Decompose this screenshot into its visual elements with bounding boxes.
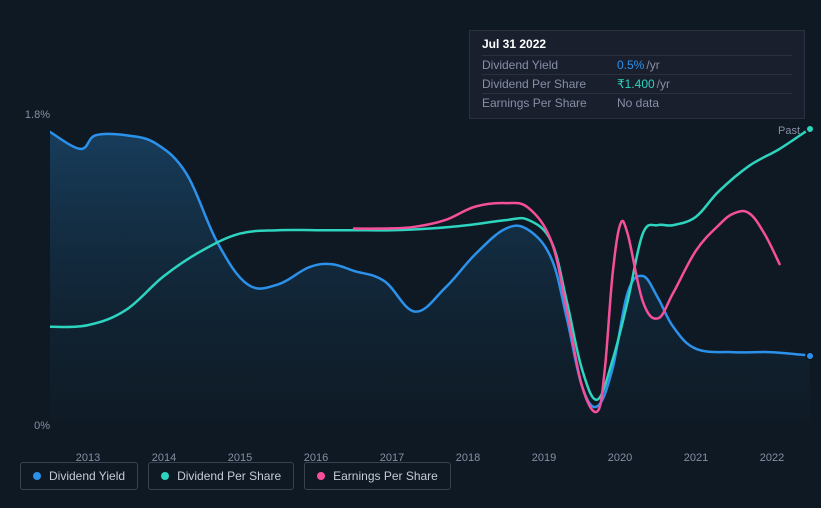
tooltip-row: Dividend Per Share₹1.400/yr — [482, 74, 792, 93]
past-label: Past — [778, 125, 800, 137]
x-axis-label: 2021 — [684, 452, 708, 464]
legend-label: Dividend Yield — [49, 469, 125, 483]
series-end-marker — [805, 351, 815, 361]
tooltip-row: Earnings Per ShareNo data — [482, 93, 792, 112]
tooltip-row-suffix: /yr — [657, 77, 670, 91]
y-axis-max: 1.8% — [25, 109, 50, 121]
legend-dividend-per-share[interactable]: Dividend Per Share — [148, 462, 294, 490]
legend-label: Earnings Per Share — [333, 469, 438, 483]
x-axis-label: 2018 — [456, 452, 480, 464]
legend-dot-icon — [317, 472, 325, 480]
tooltip-row-value: ₹1.400 — [617, 77, 655, 91]
tooltip-date: Jul 31 2022 — [482, 37, 792, 51]
tooltip-row-label: Earnings Per Share — [482, 96, 617, 110]
legend-dot-icon — [161, 472, 169, 480]
tooltip-row-suffix: /yr — [646, 58, 659, 72]
chart-container: 1.8% 0% Past 201320142015201620172018201… — [20, 100, 810, 450]
chart-legend: Dividend Yield Dividend Per Share Earnin… — [20, 462, 451, 490]
x-axis-label: 2022 — [760, 452, 784, 464]
tooltip-row-value: 0.5% — [617, 58, 644, 72]
chart-plot[interactable]: Past — [50, 115, 810, 420]
legend-label: Dividend Per Share — [177, 469, 281, 483]
tooltip-row-value: No data — [617, 96, 659, 110]
tooltip-row-label: Dividend Per Share — [482, 77, 617, 91]
tooltip-row: Dividend Yield0.5%/yr — [482, 55, 792, 74]
chart-tooltip: Jul 31 2022 Dividend Yield0.5%/yrDividen… — [469, 30, 805, 119]
series-end-marker — [805, 124, 815, 134]
y-axis-min: 0% — [34, 420, 50, 432]
legend-dividend-yield[interactable]: Dividend Yield — [20, 462, 138, 490]
tooltip-row-label: Dividend Yield — [482, 58, 617, 72]
x-axis-label: 2019 — [532, 452, 556, 464]
x-axis-label: 2020 — [608, 452, 632, 464]
legend-earnings-per-share[interactable]: Earnings Per Share — [304, 462, 451, 490]
legend-dot-icon — [33, 472, 41, 480]
